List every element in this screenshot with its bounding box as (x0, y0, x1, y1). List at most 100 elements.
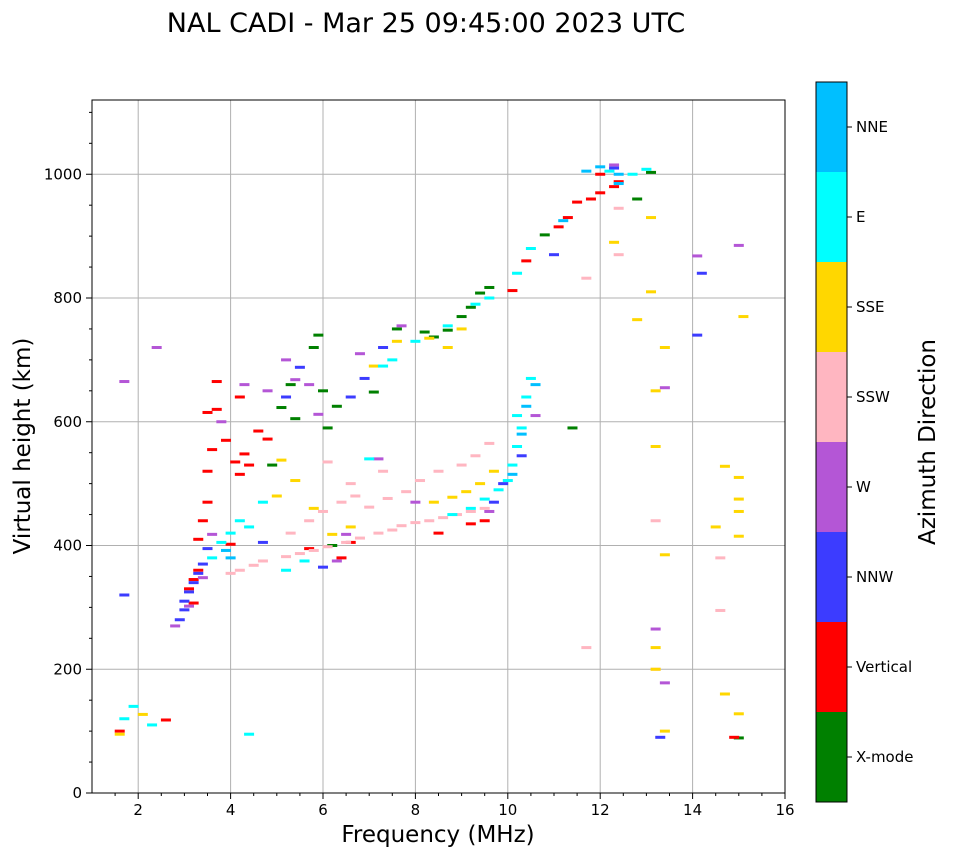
data-point (585, 197, 596, 201)
data-point (419, 330, 430, 334)
y-tick-label: 0 (72, 784, 82, 802)
data-point (475, 482, 486, 486)
data-point (595, 172, 606, 176)
data-point (715, 556, 726, 560)
data-point (184, 604, 195, 608)
colorbar-segment (816, 622, 847, 712)
data-point (188, 601, 199, 605)
data-point (516, 432, 527, 436)
data-point (276, 406, 287, 410)
data-point (525, 376, 536, 380)
data-point (442, 324, 453, 328)
data-point (137, 712, 148, 716)
data-point (525, 247, 536, 250)
data-point (646, 290, 657, 294)
data-point (613, 172, 624, 176)
data-point (114, 732, 125, 736)
data-point (364, 457, 375, 461)
data-point (410, 500, 421, 504)
data-point (327, 532, 338, 536)
data-point (488, 469, 499, 473)
y-tick-label: 400 (53, 537, 82, 555)
data-point (609, 163, 620, 167)
data-point (562, 216, 573, 220)
data-point (290, 417, 301, 421)
colorbar-segment (816, 442, 847, 532)
data-point (715, 608, 726, 612)
data-point (521, 259, 532, 263)
data-point (646, 216, 657, 220)
data-point (650, 389, 661, 393)
azimuth-colorbar: X-mode Vertical NNW W SSW SSE E NNE (815, 81, 913, 803)
data-point (174, 618, 185, 622)
data-point (692, 333, 703, 337)
series-vertical (114, 172, 740, 739)
data-point (225, 531, 236, 535)
data-point (738, 315, 749, 319)
data-point (170, 624, 181, 628)
y-axis-ticks: 0 200 400 600 800 1000 (44, 111, 92, 802)
data-point (433, 531, 444, 535)
data-point (308, 346, 319, 349)
data-point (442, 328, 453, 332)
data-point (447, 513, 458, 517)
data-point (465, 506, 476, 510)
data-point (378, 364, 389, 368)
data-point (290, 479, 301, 483)
colorbar-label-x-mode: X-mode (856, 748, 913, 766)
data-point (581, 169, 592, 173)
data-point (553, 225, 564, 229)
data-point (188, 578, 199, 582)
data-point (391, 339, 402, 343)
data-point (484, 441, 495, 445)
data-point (248, 563, 259, 567)
data-point (650, 519, 661, 523)
x-tick-label: 14 (683, 801, 702, 819)
data-points (114, 163, 749, 740)
data-point (262, 437, 273, 441)
data-point (179, 599, 190, 603)
data-point (733, 243, 744, 247)
data-point (733, 497, 744, 501)
data-point (220, 438, 231, 442)
x-tick-label: 16 (775, 801, 794, 819)
data-point (285, 531, 296, 535)
data-point (220, 548, 231, 552)
data-point (207, 556, 218, 560)
data-point (318, 565, 328, 569)
colorbar-label-sse: SSE (856, 298, 885, 316)
data-point (461, 490, 472, 494)
colorbar-label-vertical: Vertical (856, 658, 912, 676)
data-point (539, 233, 550, 237)
data-point (484, 296, 495, 300)
data-point (502, 479, 513, 483)
data-point (234, 568, 245, 572)
data-point (475, 291, 486, 295)
data-point (341, 540, 352, 544)
data-point (659, 346, 670, 349)
colorbar-border (815, 81, 848, 803)
data-point (646, 170, 657, 174)
data-point (230, 460, 241, 464)
data-point (382, 496, 393, 500)
data-point (470, 302, 481, 306)
data-point (281, 568, 292, 572)
data-point (479, 506, 490, 510)
data-point (456, 315, 467, 319)
data-point (354, 536, 365, 540)
data-point (632, 318, 643, 322)
data-point (151, 346, 162, 349)
data-point (322, 545, 333, 549)
data-point (336, 556, 347, 560)
data-point (257, 540, 268, 544)
series-nne (220, 165, 624, 560)
data-point (373, 457, 384, 461)
data-point (530, 414, 541, 418)
colorbar-segment (816, 172, 847, 262)
data-point (281, 555, 292, 559)
data-point (627, 172, 638, 176)
x-tick-label: 4 (226, 801, 236, 819)
data-point (484, 509, 495, 513)
data-point (549, 253, 559, 257)
data-point (410, 521, 421, 525)
